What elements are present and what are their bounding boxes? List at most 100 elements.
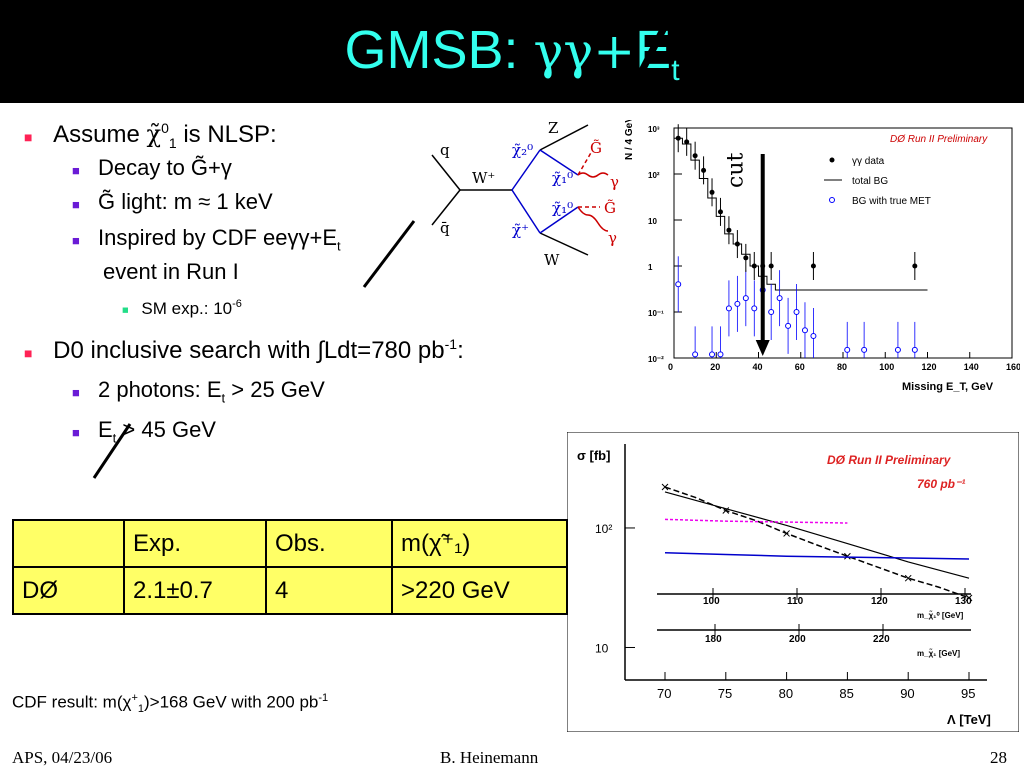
axis2-tick-label: 130 xyxy=(955,596,972,607)
y-axis-label: σ [fb] xyxy=(577,448,610,463)
data-point xyxy=(675,135,681,141)
axis2-label: m_χ̃₁⁰ [GeV] xyxy=(917,611,964,620)
label-chi-plus: χ̃⁺ xyxy=(512,221,529,239)
x-tick-label: 70 xyxy=(657,686,671,701)
axis2-tick-label: 110 xyxy=(787,596,804,607)
table-cell: DØ xyxy=(12,566,125,615)
bullet-1a: ■ Decay to G̃+γ xyxy=(72,155,232,180)
true-met-point xyxy=(734,300,741,307)
title-greek: γγ+ xyxy=(533,22,636,80)
true-met-point xyxy=(725,305,732,312)
x-tick-label: 40 xyxy=(753,362,763,372)
results-table: Exp. Obs. m(χ̃⁺₁) DØ 2.1±0.7 4 >220 GeV xyxy=(12,519,568,615)
bg-histogram xyxy=(674,137,928,291)
series-marker xyxy=(783,530,790,537)
label-w-plus: W⁺ xyxy=(472,169,495,187)
xsec-chart-panel: σ [fb] DØ Run II Preliminary 760 pb⁻¹ Λ … xyxy=(566,431,1020,733)
y-tick-label: 10² xyxy=(648,171,660,180)
y-tick-label: 1 xyxy=(648,263,653,272)
slash-mark xyxy=(362,220,416,288)
slide-title: GMSB: γγ+Et xyxy=(0,0,1024,103)
x-tick-label: 140 xyxy=(964,362,979,372)
footer-page-number: 28 xyxy=(990,748,1007,767)
y-axis-label: N / 4 GeV xyxy=(624,120,635,160)
axis3-label: m_χ̃₁ [GeV] xyxy=(917,649,960,658)
x-tick-label: 85 xyxy=(839,686,853,701)
bullet-2: ■ D0 inclusive search with ∫Ldt=780 pb-1… xyxy=(24,336,464,364)
true-met-point xyxy=(768,309,775,315)
series-line xyxy=(664,552,970,560)
bullet-marker: ■ xyxy=(122,304,129,317)
label-q: q xyxy=(440,141,450,159)
label-z: Z xyxy=(548,119,558,137)
x-tick-label: 0 xyxy=(668,362,673,372)
true-met-point xyxy=(692,351,699,358)
true-met-point xyxy=(861,346,868,353)
data-point xyxy=(912,263,918,269)
x-tick-label: 80 xyxy=(837,362,847,372)
x-axis-label: Λ [TeV] xyxy=(947,712,991,727)
y-tick-label: 10³ xyxy=(648,125,660,134)
true-met-point xyxy=(810,333,817,340)
table-cell: >220 GeV xyxy=(391,566,568,615)
data-point xyxy=(734,241,740,247)
true-met-point xyxy=(742,295,749,302)
slash-mark xyxy=(92,423,132,479)
true-met-point xyxy=(793,309,800,315)
label-w: W xyxy=(544,251,560,269)
table-cell: m(χ̃⁺₁) xyxy=(391,519,568,568)
data-point xyxy=(751,263,757,269)
true-met-point xyxy=(894,346,901,353)
data-point xyxy=(810,263,816,269)
true-met-point xyxy=(776,295,783,302)
legend-marker-data xyxy=(829,157,835,163)
x-tick-label: 75 xyxy=(718,686,732,701)
x-tick-label: 160 xyxy=(1006,362,1020,372)
label-gravitino-a: G̃ xyxy=(590,139,602,157)
chart-subtitle: 760 pb⁻¹ xyxy=(917,477,965,491)
x-tick-label: 80 xyxy=(779,686,793,701)
bullet-2b: ■ Et > 45 GeV xyxy=(72,417,216,446)
panel-border xyxy=(566,431,1020,733)
true-met-point xyxy=(675,281,682,288)
bullet-2a: ■ 2 photons: Et > 25 GeV xyxy=(72,377,325,406)
data-point xyxy=(717,209,723,215)
met-chart: DØ Run II Preliminary N / 4 GeV Missing … xyxy=(624,116,1021,393)
met-chart-panel: DØ Run II Preliminary N / 4 GeV Missing … xyxy=(620,116,1021,395)
x-tick-label: 95 xyxy=(961,686,975,701)
table-row: DØ 2.1±0.7 4 >220 GeV xyxy=(12,566,568,615)
cdf-result: CDF result: m(χ+1)>168 GeV with 200 pb-1 xyxy=(12,692,329,716)
cut-arrow-head xyxy=(755,340,770,356)
title-slash xyxy=(626,18,672,96)
bullet-marker: ■ xyxy=(72,197,80,212)
y-tick-label: 10⁻¹ xyxy=(648,309,664,318)
series-marker xyxy=(904,574,912,582)
x-tick-label: 100 xyxy=(879,362,894,372)
label-gravitino-b: G̃ xyxy=(604,199,616,217)
axis3-tick-label: 220 xyxy=(873,634,890,645)
axis3-tick-label: 180 xyxy=(705,634,722,645)
data-point xyxy=(726,227,732,233)
x-tick-label: 120 xyxy=(922,362,937,372)
table-cell: Obs. xyxy=(265,519,393,568)
true-met-point xyxy=(911,346,918,353)
footer-center: B. Heinemann xyxy=(440,748,539,767)
label-gamma-b: γ xyxy=(608,229,617,247)
label-qbar: q̄ xyxy=(440,219,450,237)
footer-left: APS, 04/23/06 xyxy=(12,748,113,767)
chart-title: DØ Run II Preliminary xyxy=(827,453,952,467)
bullet-1c1: ■ SM exp.: 10-6 xyxy=(122,298,242,318)
y-tick-label: 10 xyxy=(648,217,657,226)
table-cell: 4 xyxy=(265,566,393,615)
data-point xyxy=(709,189,715,195)
x-tick-label: 20 xyxy=(710,362,720,372)
y-tick-label: 10⁻² xyxy=(648,355,664,364)
feynman-diagram: q q̄ W⁺ χ̃₂⁰ χ̃₁⁰ χ̃₁⁰ χ̃⁺ Z W G̃ γ G̃ γ xyxy=(431,119,619,269)
title-text: GMSB: xyxy=(344,20,534,80)
series-line xyxy=(664,491,970,579)
axis3-tick-label: 200 xyxy=(789,634,806,645)
true-met-point xyxy=(751,305,758,312)
bullet-1c: ■ Inspired by CDF eeγγ+Et xyxy=(72,225,341,254)
y-tick-label: 10 xyxy=(595,641,609,655)
data-point xyxy=(692,153,698,159)
